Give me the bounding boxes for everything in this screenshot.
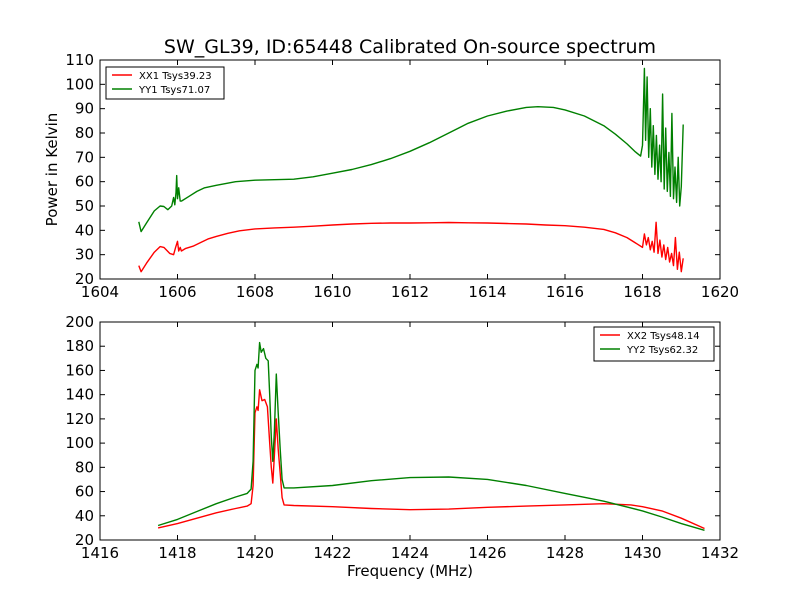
- y-tick-label: 20: [75, 270, 94, 288]
- x-tick-label: 1620: [701, 283, 739, 301]
- x-tick-label: 1604: [81, 283, 119, 301]
- y-tick-label: 40: [75, 507, 94, 525]
- x-tick-label: 1426: [468, 544, 506, 562]
- x-tick-label: 1432: [701, 544, 739, 562]
- y-tick-label: 40: [75, 221, 94, 239]
- legend-label: XX2 Tsys48.14: [627, 331, 700, 342]
- series-line-xx2: [157, 389, 705, 530]
- y-tick-label: 160: [65, 361, 94, 379]
- y-tick-label: 80: [75, 458, 94, 476]
- series-line-yy1: [138, 67, 684, 233]
- x-tick-label: 1428: [546, 544, 584, 562]
- series-line-xx1: [138, 221, 684, 273]
- x-tick-label: 1614: [468, 283, 506, 301]
- figure-title: SW_GL39, ID:65448 Calibrated On-source s…: [164, 36, 656, 58]
- x-tick-label: 1430: [623, 544, 661, 562]
- y-tick-label: 30: [75, 246, 94, 264]
- y-tick-label: 200: [65, 313, 94, 331]
- legend-box: [105, 66, 225, 100]
- y-tick-label: 20: [75, 531, 94, 549]
- y-tick-label: 140: [65, 386, 94, 404]
- x-tick-label: 1420: [236, 544, 274, 562]
- y-tick-label: 80: [75, 124, 94, 142]
- x-tick-label: 1418: [158, 544, 196, 562]
- x-tick-label: 1422: [313, 544, 351, 562]
- x-tick-label: 1606: [158, 283, 196, 301]
- bottom-plot-xx2-yy2: 1416 1418 1420 1422 1424 1426 1428 1430 1432 20 40…: [65, 313, 739, 580]
- y-tick-label: 120: [65, 410, 94, 428]
- x-tick-label: 1612: [391, 283, 429, 301]
- x-tick-label: 1416: [81, 544, 119, 562]
- y-tick-label: 50: [75, 197, 94, 215]
- legend-box: [593, 326, 715, 362]
- y-tick-label: 90: [75, 100, 94, 118]
- y-tick-label: 100: [65, 434, 94, 452]
- x-tick-label: 1610: [313, 283, 351, 301]
- y-tick-label: 60: [75, 483, 94, 501]
- y-axis-label: Power in Kelvin: [43, 113, 61, 227]
- x-tick-label: 1608: [236, 283, 274, 301]
- y-tick-label: 70: [75, 148, 94, 166]
- series-line-yy2: [157, 341, 705, 531]
- y-tick-label: 100: [65, 75, 94, 93]
- legend-label: XX1 Tsys39.23: [139, 71, 212, 82]
- x-tick-label: 1618: [623, 283, 661, 301]
- x-tick-label: 1616: [546, 283, 584, 301]
- x-tick-label: 1424: [391, 544, 429, 562]
- legend-label: YY2 Tsys62.32: [626, 345, 698, 356]
- y-tick-label: 180: [65, 337, 94, 355]
- y-tick-label: 110: [65, 51, 94, 69]
- x-axis-label: Frequency (MHz): [347, 562, 473, 580]
- legend-label: YY1 Tsys71.07: [138, 85, 210, 96]
- y-tick-label: 60: [75, 173, 94, 191]
- top-plot-xx1-yy1: 1604 1606 1608 1610 1612 1614 1616 1618 1620 20 30…: [43, 51, 739, 301]
